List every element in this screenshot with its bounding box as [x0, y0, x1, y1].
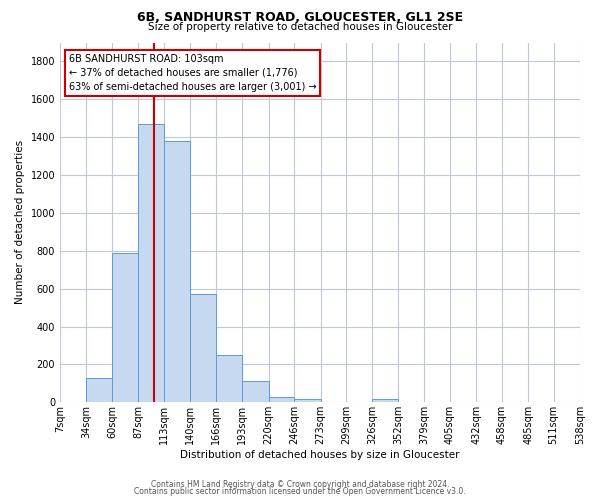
- Bar: [164, 141, 190, 403]
- Text: 6B, SANDHURST ROAD, GLOUCESTER, GL1 2SE: 6B, SANDHURST ROAD, GLOUCESTER, GL1 2SE: [137, 11, 463, 24]
- Bar: [86, 378, 112, 402]
- Text: Size of property relative to detached houses in Gloucester: Size of property relative to detached ho…: [148, 22, 452, 32]
- Bar: [373, 400, 398, 402]
- X-axis label: Distribution of detached houses by size in Gloucester: Distribution of detached houses by size …: [180, 450, 460, 460]
- Text: Contains HM Land Registry data © Crown copyright and database right 2024.: Contains HM Land Registry data © Crown c…: [151, 480, 449, 489]
- Text: 6B SANDHURST ROAD: 103sqm
← 37% of detached houses are smaller (1,776)
63% of se: 6B SANDHURST ROAD: 103sqm ← 37% of detac…: [69, 54, 316, 92]
- Bar: [216, 355, 242, 403]
- Bar: [269, 396, 294, 402]
- Bar: [294, 398, 320, 402]
- Bar: [242, 382, 269, 402]
- Bar: [190, 294, 216, 403]
- Text: Contains public sector information licensed under the Open Government Licence v3: Contains public sector information licen…: [134, 487, 466, 496]
- Y-axis label: Number of detached properties: Number of detached properties: [15, 140, 25, 304]
- Bar: [139, 124, 164, 402]
- Bar: [112, 252, 139, 402]
